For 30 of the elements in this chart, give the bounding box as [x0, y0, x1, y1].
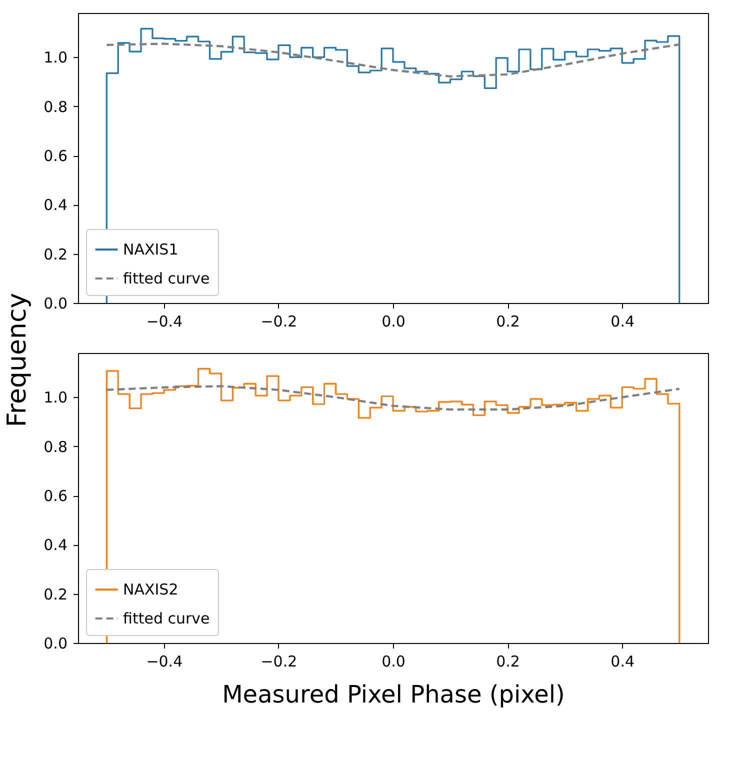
x-tick-label: 0.4 [610, 312, 635, 330]
line-series [106, 42, 680, 78]
x-tick-label: −0.4 [146, 652, 183, 670]
y-tick-label: 1.0 [44, 48, 68, 67]
y-tick-label: 0.6 [44, 147, 68, 166]
y-tick-label: 1.0 [44, 388, 68, 407]
y-tick-label: 0.4 [44, 536, 68, 554]
y-tick-label: 0.4 [44, 196, 68, 214]
y-tick-label: 0.0 [44, 294, 68, 312]
x-axis-title: Measured Pixel Phase (pixel) [222, 680, 565, 708]
legend-label: fitted curve [123, 610, 210, 628]
x-tick-label: 0.0 [382, 652, 406, 670]
line-series [106, 385, 680, 411]
y-tick-label: 0.2 [44, 245, 68, 264]
legend-label: NAXIS2 [123, 580, 178, 598]
legend-label: NAXIS1 [123, 240, 178, 258]
x-tick-label: 0.4 [610, 652, 635, 670]
x-tick-label: −0.2 [260, 652, 298, 670]
x-tick-label: 0.2 [496, 312, 520, 330]
x-tick-label: 0.2 [496, 652, 520, 670]
x-tick-label: −0.4 [146, 312, 183, 330]
y-tick-label: 0.6 [44, 487, 68, 506]
y-axis-title: Frequency [2, 292, 33, 428]
x-tick-label: −0.2 [260, 312, 298, 330]
x-tick-label: 0.0 [382, 312, 406, 330]
y-tick-label: 0.0 [44, 634, 68, 652]
y-tick-label: 0.8 [44, 98, 68, 116]
legend-label: fitted curve [123, 270, 210, 288]
y-tick-label: 0.8 [44, 438, 68, 456]
y-tick-label: 0.2 [44, 585, 68, 604]
